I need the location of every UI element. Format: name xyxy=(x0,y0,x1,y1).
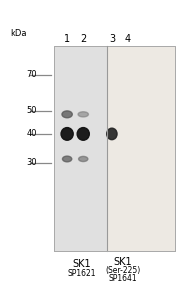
Ellipse shape xyxy=(79,156,88,162)
Text: 2: 2 xyxy=(80,34,86,44)
Bar xyxy=(54,46,107,251)
Ellipse shape xyxy=(61,128,73,140)
Ellipse shape xyxy=(78,112,88,117)
Text: 50: 50 xyxy=(26,106,37,115)
Ellipse shape xyxy=(77,128,89,140)
Text: 30: 30 xyxy=(26,158,37,167)
Text: SP1641: SP1641 xyxy=(108,274,137,283)
Text: 4: 4 xyxy=(125,34,131,44)
Ellipse shape xyxy=(62,111,72,118)
Text: SK1: SK1 xyxy=(113,257,132,267)
Text: 70: 70 xyxy=(26,70,37,79)
Text: kDa: kDa xyxy=(11,29,27,38)
Bar xyxy=(107,46,175,251)
Text: 3: 3 xyxy=(109,34,115,44)
Text: SK1: SK1 xyxy=(72,259,91,269)
Text: (Ser-225): (Ser-225) xyxy=(105,266,140,275)
Text: 1: 1 xyxy=(64,34,70,44)
Ellipse shape xyxy=(107,128,117,140)
Ellipse shape xyxy=(62,156,72,162)
Bar xyxy=(54,46,175,251)
Text: SP1621: SP1621 xyxy=(67,268,96,278)
Text: 40: 40 xyxy=(26,129,37,139)
